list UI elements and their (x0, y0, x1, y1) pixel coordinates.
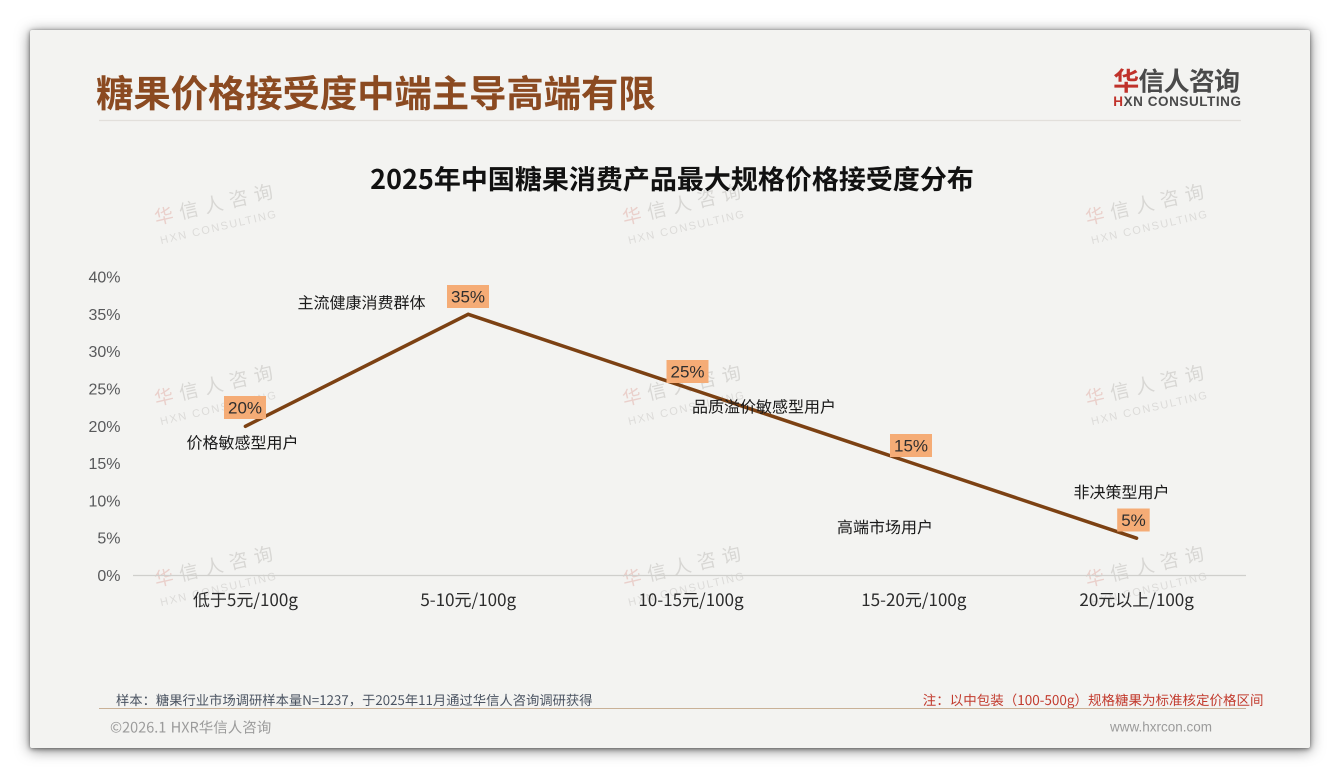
svg-text:15%: 15% (894, 437, 928, 456)
svg-text:HXN CONSULTING: HXN CONSULTING (1113, 94, 1241, 109)
svg-text:15%: 15% (88, 456, 120, 473)
svg-text:10%: 10% (88, 493, 120, 510)
svg-text:20%: 20% (228, 399, 262, 418)
svg-text:35%: 35% (88, 307, 120, 324)
svg-text:30%: 30% (88, 344, 120, 361)
svg-text:0%: 0% (97, 568, 120, 585)
svg-text:40%: 40% (88, 270, 120, 287)
svg-text:25%: 25% (670, 363, 704, 382)
svg-text:35%: 35% (451, 288, 485, 307)
svg-text:20%: 20% (88, 419, 120, 436)
svg-text:5%: 5% (97, 531, 120, 548)
svg-text:www.hxrcon.com: www.hxrcon.com (1109, 720, 1212, 735)
svg-text:5%: 5% (1121, 511, 1146, 530)
svg-text:25%: 25% (88, 382, 120, 399)
